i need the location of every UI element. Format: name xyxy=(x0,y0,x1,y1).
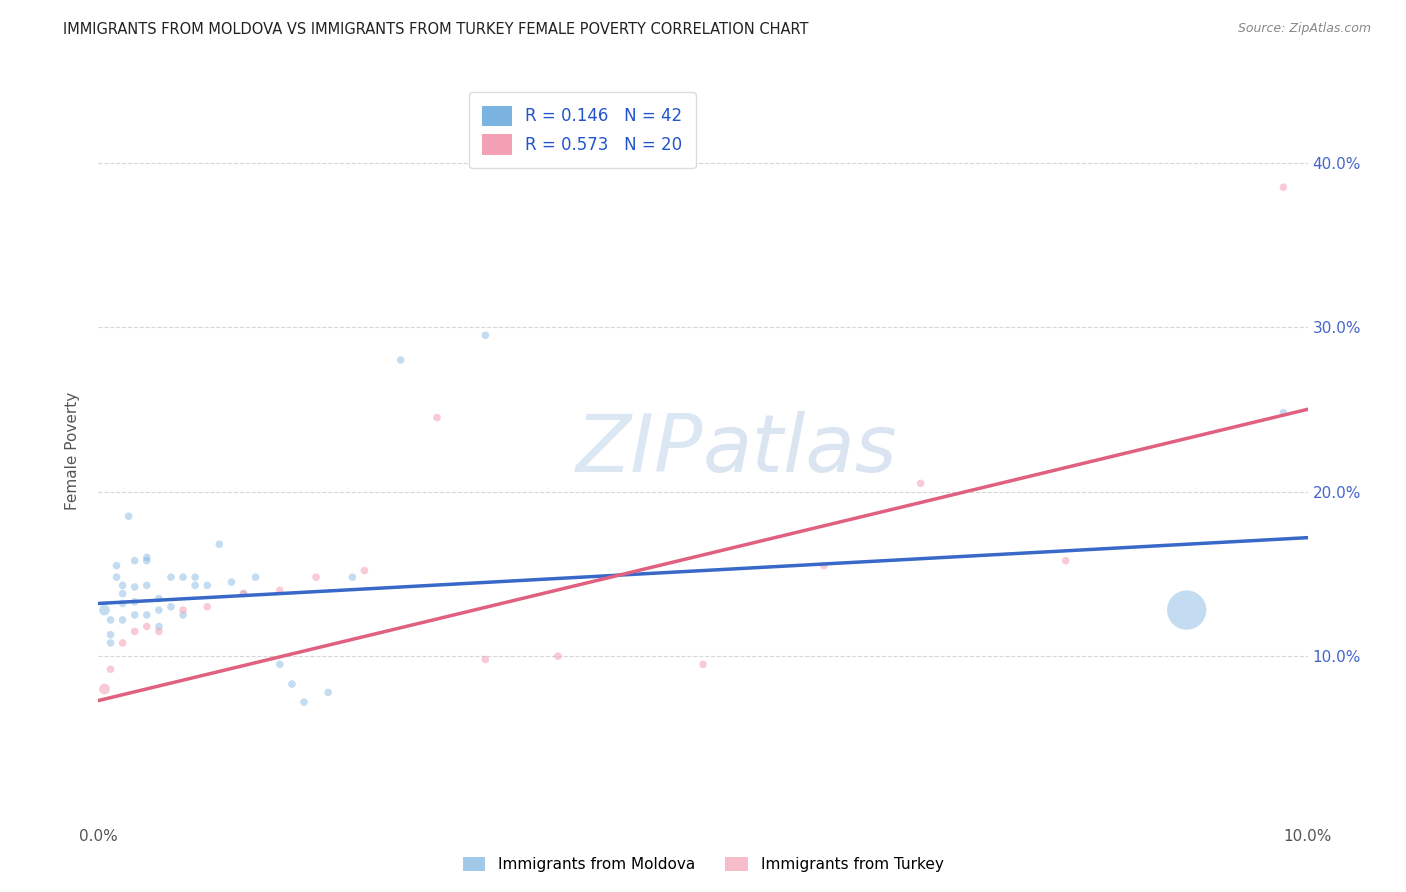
Point xyxy=(135,550,157,565)
Point xyxy=(160,570,183,584)
Point xyxy=(910,476,932,491)
Point xyxy=(353,564,375,578)
Point xyxy=(232,586,254,600)
Point xyxy=(100,636,122,650)
Point xyxy=(148,624,170,639)
Point xyxy=(100,662,122,676)
Point xyxy=(124,595,146,609)
Point xyxy=(105,558,128,573)
Point xyxy=(124,607,146,622)
Point xyxy=(111,578,134,592)
Point xyxy=(389,353,412,368)
Point xyxy=(813,558,835,573)
Point xyxy=(111,613,134,627)
Point xyxy=(160,599,183,614)
Point xyxy=(1272,180,1295,194)
Point xyxy=(221,575,243,590)
Point xyxy=(184,578,207,592)
Point xyxy=(172,603,194,617)
Text: IMMIGRANTS FROM MOLDOVA VS IMMIGRANTS FROM TURKEY FEMALE POVERTY CORRELATION CHA: IMMIGRANTS FROM MOLDOVA VS IMMIGRANTS FR… xyxy=(63,22,808,37)
Point xyxy=(269,583,291,598)
Point xyxy=(135,578,157,592)
Point xyxy=(100,628,122,642)
Point xyxy=(195,599,218,614)
Text: ZIP: ZIP xyxy=(575,411,703,490)
Point xyxy=(292,695,315,709)
Point xyxy=(208,537,231,551)
Text: atlas: atlas xyxy=(703,411,898,490)
Point xyxy=(118,509,141,524)
Point xyxy=(269,657,291,672)
Point xyxy=(245,570,267,584)
Point xyxy=(135,554,157,568)
Point xyxy=(172,570,194,584)
Point xyxy=(111,597,134,611)
Point xyxy=(281,677,304,691)
Point xyxy=(124,580,146,594)
Y-axis label: Female Poverty: Female Poverty xyxy=(65,392,80,509)
Point xyxy=(232,586,254,600)
Point xyxy=(148,591,170,606)
Point xyxy=(547,649,569,664)
Point xyxy=(135,619,157,633)
Point xyxy=(1175,603,1198,617)
Point xyxy=(474,652,496,666)
Point xyxy=(316,685,339,699)
Point xyxy=(148,603,170,617)
Legend: Immigrants from Moldova, Immigrants from Turkey: Immigrants from Moldova, Immigrants from… xyxy=(456,849,950,880)
Point xyxy=(124,624,146,639)
Point xyxy=(135,607,157,622)
Point xyxy=(105,570,128,584)
Point xyxy=(111,586,134,600)
Point xyxy=(100,613,122,627)
Point xyxy=(692,657,714,672)
Legend: R = 0.146   N = 42, R = 0.573   N = 20: R = 0.146 N = 42, R = 0.573 N = 20 xyxy=(468,92,696,168)
Point xyxy=(93,681,115,696)
Point xyxy=(111,636,134,650)
Text: Source: ZipAtlas.com: Source: ZipAtlas.com xyxy=(1237,22,1371,36)
Point xyxy=(305,570,328,584)
Point xyxy=(474,328,496,343)
Point xyxy=(342,570,364,584)
Point xyxy=(1272,406,1295,420)
Point xyxy=(426,410,449,425)
Point xyxy=(124,554,146,568)
Point xyxy=(172,607,194,622)
Point xyxy=(195,578,218,592)
Point xyxy=(1054,554,1077,568)
Point xyxy=(93,603,115,617)
Point xyxy=(148,619,170,633)
Point xyxy=(184,570,207,584)
